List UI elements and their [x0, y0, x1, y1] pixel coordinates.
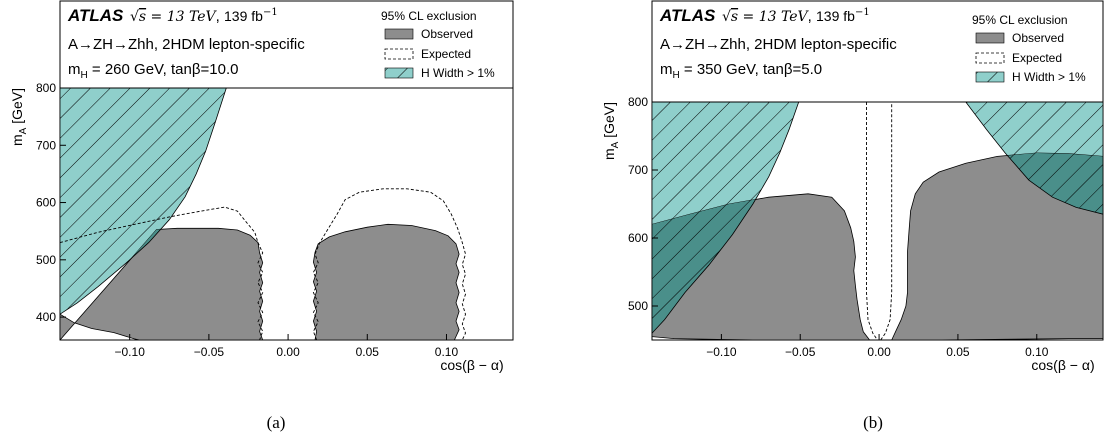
panel-a-ytick-label: 400: [36, 310, 56, 324]
panel-b-process: A→ZH→Zhh, 2HDM lepton-specific: [660, 36, 897, 53]
panel-b-legend-width: H Width > 1%: [1012, 70, 1086, 84]
panel-b-legend-expected: Expected: [1012, 51, 1062, 65]
panel-a-process: A→ZH→Zhh, 2HDM lepton-specific: [68, 36, 305, 53]
panel-b-caption: (b): [863, 413, 883, 432]
panel-a-ytick-label: 700: [36, 138, 56, 152]
panel-a-xtick-label: 0.10: [435, 345, 459, 359]
panel-a-legend-expected: Expected: [421, 47, 471, 61]
panel-a-ytick-label: 800: [36, 81, 56, 95]
panel-b-ytick-label: 800: [628, 95, 648, 109]
panel-a-observed-region: [60, 223, 460, 340]
legend-expected-swatch-b: [975, 52, 1005, 64]
panel-a: −0.10 −0.05 0.00 0.05 0.10 400 500 600 700 800 AT…: [9, 0, 514, 432]
legend-observed-swatch-b: [975, 32, 1005, 44]
panel-b-width-hatch: [652, 102, 1103, 334]
panel-b-legend-observed: Observed: [1012, 31, 1064, 45]
panel-a-energy: √s = 13 TeV, 139 fb−1: [130, 7, 278, 25]
panel-a-parameters: mH = 260 GeV, tanβ=10.0: [68, 61, 238, 81]
panel-a-expected-contour: [60, 188, 466, 340]
panel-a-width-hatch: [60, 88, 227, 315]
panel-a-xtick-label: −0.05: [194, 345, 225, 359]
panel-b-ytick-label: 700: [628, 163, 648, 177]
panel-a-plot-area: [60, 88, 466, 340]
panel-b-xtick-label: −0.05: [785, 345, 816, 359]
panel-b-ytick-label: 500: [628, 299, 648, 313]
panel-b-parameters: mH = 350 GeV, tanβ=5.0: [660, 61, 822, 81]
legend-observed-swatch: [384, 28, 414, 40]
panel-a-legend-width: H Width > 1%: [421, 66, 495, 80]
panel-a-caption: (a): [267, 413, 286, 432]
panel-b-plot-area: [652, 102, 1103, 340]
panel-a-xtick-label: −0.10: [115, 345, 146, 359]
panel-a-legend-title: 95% CL exclusion: [381, 9, 477, 23]
panel-b-xlabel: cos(β − α): [1031, 357, 1094, 373]
panel-a-ytick-label: 500: [36, 253, 56, 267]
panel-a-legend-observed: Observed: [421, 27, 473, 41]
panel-b-ytick-label: 600: [628, 231, 648, 245]
panel-a-ylabel: mA [GeV]: [9, 88, 29, 146]
legend-expected-swatch: [384, 48, 414, 60]
panel-a-xlabel: cos(β − α): [440, 357, 503, 373]
panel-b-xtick-label: −0.10: [706, 345, 737, 359]
panel-b-legend: 95% CL exclusion Observed Expected H Wid…: [972, 13, 1086, 84]
panel-a-xtick-label: 0.00: [276, 345, 300, 359]
panel-b-xtick-label: 0.05: [946, 345, 970, 359]
panel-a-ticks: −0.10 −0.05 0.00 0.05 0.10 400 500 600 700 800: [36, 81, 459, 359]
panel-b-legend-title: 95% CL exclusion: [972, 13, 1068, 27]
panel-b-xtick-label: 0.10: [1025, 345, 1049, 359]
panel-b-ylabel: mA [GeV]: [601, 102, 621, 160]
panel-a-legend: 95% CL exclusion Observed Expected H Wid…: [381, 9, 495, 80]
panel-b-expected-contour: [866, 102, 893, 340]
panel-b-atlas-label: ATLAS: [659, 6, 716, 25]
panel-b: −0.10 −0.05 0.00 0.05 0.10 500 600 700 800 ATLAS…: [601, 0, 1104, 432]
panel-b-energy: √s = 13 TeV, 139 fb−1: [722, 7, 870, 25]
panel-a-xtick-label: 0.05: [356, 345, 380, 359]
panel-a-ytick-label: 600: [36, 196, 56, 210]
panel-a-atlas-label: ATLAS: [67, 6, 124, 25]
panel-b-xtick-label: 0.00: [867, 345, 891, 359]
panel-b-ticks: −0.10 −0.05 0.00 0.05 0.10 500 600 700 800: [628, 95, 1049, 359]
